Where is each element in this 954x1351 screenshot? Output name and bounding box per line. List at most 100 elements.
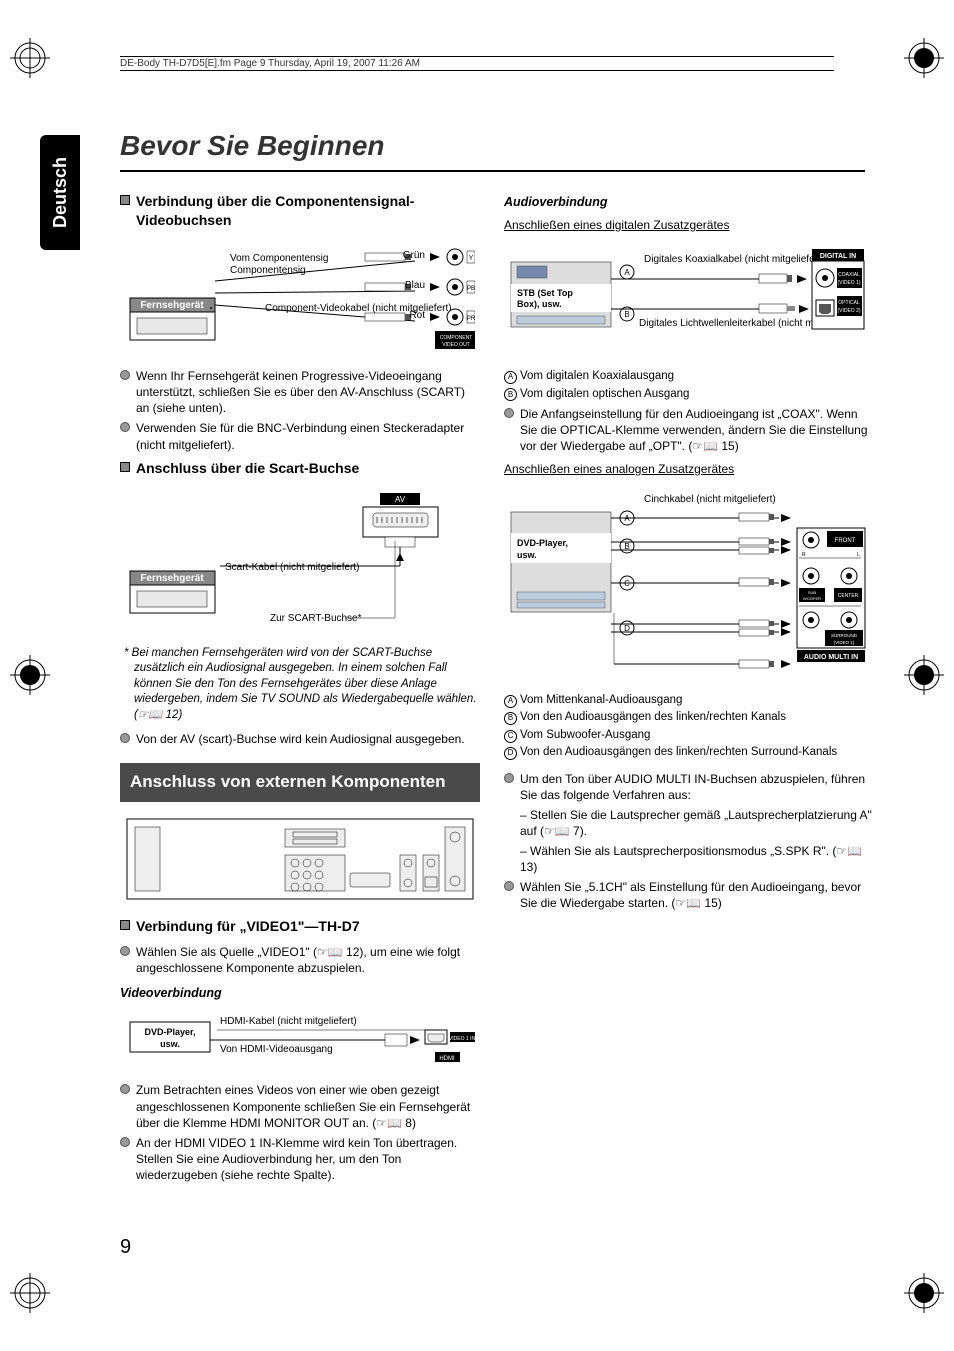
svg-text:Fernsehgerät: Fernsehgerät	[140, 300, 204, 311]
crop-mark	[904, 1273, 944, 1313]
subheading-analog: Anschließen eines analogen Zusatzgerätes	[504, 461, 874, 477]
svg-text:usw.: usw.	[160, 1039, 180, 1049]
bullet-text: Um den Ton über AUDIO MULTI IN-Buchsen a…	[520, 771, 874, 803]
bullet-icon	[120, 946, 130, 956]
subheading-audio: Audioverbindung	[504, 194, 874, 211]
bullet-icon	[120, 1137, 130, 1147]
figure-rear-panel	[120, 812, 480, 907]
bullet-icon	[504, 773, 514, 783]
bullet-icon	[504, 408, 514, 418]
svg-text:DVD-Player,: DVD-Player,	[517, 538, 568, 548]
figure-hdmi: DVD-Player, usw. HDMI-Kabel (nicht mitge…	[120, 1007, 480, 1072]
svg-text:PB: PB	[467, 286, 475, 292]
figure-audio-multi: DVD-Player, usw. Cinchkabel (nicht mitge…	[504, 483, 874, 683]
svg-text:DVD-Player,: DVD-Player,	[144, 1027, 195, 1037]
left-column: Verbindung über die Componentensignal-Vi…	[120, 186, 480, 1188]
circle-a-icon: A	[504, 371, 517, 384]
svg-text:STB (Set Top: STB (Set Top	[517, 288, 573, 298]
crop-mark	[10, 38, 50, 78]
circle-b-icon: B	[504, 388, 517, 401]
svg-text:HDMI-Kabel (nicht mitgeliefert: HDMI-Kabel (nicht mitgeliefert)	[220, 1016, 357, 1027]
legend-text: Von den Audioausgängen des linken/rechte…	[520, 711, 786, 723]
svg-text:Blau: Blau	[405, 280, 425, 291]
legend-text: Vom digitalen optischen Ausgang	[520, 388, 689, 400]
language-tab: Deutsch	[40, 135, 80, 250]
bullet-text: Verwenden Sie für die BNC-Verbindung ein…	[136, 420, 480, 452]
svg-text:Scart-Kabel (nicht mitgeliefer: Scart-Kabel (nicht mitgeliefert)	[225, 562, 360, 573]
svg-text:Grün: Grün	[403, 250, 425, 261]
bullet: Verwenden Sie für die BNC-Verbindung ein…	[120, 420, 480, 452]
right-column: Audioverbindung Anschließen eines digita…	[504, 186, 874, 1188]
svg-text:PR: PR	[467, 316, 475, 322]
svg-text:B: B	[624, 310, 629, 319]
square-bullet-icon	[120, 462, 130, 472]
bullet-text: Wenn Ihr Fernsehgerät keinen Progressive…	[136, 368, 480, 417]
svg-text:OPTICAL: OPTICAL	[838, 300, 860, 306]
crop-mark	[904, 655, 944, 695]
svg-text:COAXIAL: COAXIAL	[838, 272, 860, 278]
heading-text: Verbindung über die Componentensignal-Vi…	[136, 192, 480, 230]
svg-text:WOOFER: WOOFER	[803, 596, 821, 601]
legend-row: AVom digitalen Koaxialausgang	[504, 369, 874, 385]
legend-text: Vom Subwoofer-Ausgang	[520, 729, 650, 741]
circle-d-icon: D	[504, 747, 517, 760]
legend-text: Vom digitalen Koaxialausgang	[520, 370, 674, 382]
legend-row: BVon den Audioausgängen des linken/recht…	[504, 710, 874, 726]
bullet: Wenn Ihr Fernsehgerät keinen Progressive…	[120, 368, 480, 417]
bullet-icon	[120, 422, 130, 432]
bullet-icon	[120, 370, 130, 380]
heading-component-video: Verbindung über die Componentensignal-Vi…	[120, 192, 480, 230]
sub-bullet: – Wählen Sie als Lautsprecherpositionsmo…	[520, 843, 874, 875]
bullet: Die Anfangseinstellung für den Audioeing…	[504, 406, 874, 455]
svg-text:usw.: usw.	[517, 550, 537, 560]
bullet-text: An der HDMI VIDEO 1 IN-Klemme wird kein …	[136, 1135, 480, 1184]
svg-text:HDMI: HDMI	[439, 1056, 455, 1062]
svg-text:Rot: Rot	[409, 310, 425, 321]
svg-text:(VIDEO 2): (VIDEO 2)	[837, 308, 860, 314]
section-band: Anschluss von externen Komponenten	[120, 763, 480, 802]
bullet: Von der AV (scart)-Buchse wird kein Audi…	[120, 731, 480, 747]
svg-text:Fernsehgerät: Fernsehgerät	[140, 573, 204, 584]
bullet: Zum Betrachten eines Videos von einer wi…	[120, 1082, 480, 1131]
svg-text:(VIDEO 1): (VIDEO 1)	[834, 640, 855, 645]
page-title: Bevor Sie Beginnen	[120, 130, 865, 172]
svg-text:VIDEO OUT: VIDEO OUT	[442, 342, 470, 348]
footnote: * Bei manchen Fernsehgeräten wird von de…	[134, 646, 480, 724]
svg-text:COMPONENT: COMPONENT	[440, 335, 473, 341]
svg-text:Von HDMI-Videoausgang: Von HDMI-Videoausgang	[220, 1044, 333, 1055]
bullet-text: Wählen Sie als Quelle „VIDEO1" (☞📖 12), …	[136, 944, 480, 976]
bullet: Wählen Sie „5.1CH" als Einstellung für d…	[504, 879, 874, 911]
bullet-text: Die Anfangseinstellung für den Audioeing…	[520, 406, 874, 455]
svg-text:CENTER: CENTER	[838, 593, 859, 599]
svg-text:VIDEO 1 IN: VIDEO 1 IN	[449, 1036, 475, 1042]
svg-text:Zur SCART-Buchse*: Zur SCART-Buchse*	[270, 613, 362, 624]
svg-text:FRONT: FRONT	[835, 538, 856, 544]
heading-video1: Verbindung für „VIDEO1"—TH-D7	[120, 917, 480, 936]
svg-text:SUB: SUB	[808, 590, 817, 595]
subheading-video: Videoverbindung	[120, 985, 480, 1002]
heading-text: Verbindung für „VIDEO1"—TH-D7	[136, 917, 360, 936]
circle-c-icon: C	[504, 730, 517, 743]
legend-row: AVom Mittenkanal-Audioausgang	[504, 693, 874, 709]
bullet-text: Wählen Sie „5.1CH" als Einstellung für d…	[520, 879, 874, 911]
bullet: Um den Ton über AUDIO MULTI IN-Buchsen a…	[504, 771, 874, 803]
bullet-text: Zum Betrachten eines Videos von einer wi…	[136, 1082, 480, 1131]
square-bullet-icon	[120, 195, 130, 205]
legend-row: BVom digitalen optischen Ausgang	[504, 387, 874, 403]
figure-digital-in: STB (Set Top Box), usw. A Digitales Koax…	[504, 239, 874, 359]
language-tab-label: Deutsch	[50, 157, 71, 228]
crop-mark	[10, 655, 50, 695]
svg-text:(VIDEO 1): (VIDEO 1)	[837, 280, 860, 286]
svg-text:R: R	[802, 552, 806, 558]
svg-text:AV: AV	[395, 495, 406, 504]
crop-mark	[904, 38, 944, 78]
figure-component-video: Fernsehgerät Vom Componentensig Componen…	[120, 238, 480, 358]
svg-text:Y: Y	[469, 255, 474, 262]
page-number: 9	[120, 1236, 131, 1259]
svg-text:Cinchkabel (nicht mitgeliefert: Cinchkabel (nicht mitgeliefert)	[644, 494, 776, 505]
figure-scart: AV Fernsehgerät Scart-Kabel (nicht mitge…	[120, 486, 480, 636]
bullet-text: Von der AV (scart)-Buchse wird kein Audi…	[136, 731, 465, 747]
crop-mark	[10, 1273, 50, 1313]
bullet: An der HDMI VIDEO 1 IN-Klemme wird kein …	[120, 1135, 480, 1184]
svg-text:Componentensig: Componentensig	[230, 265, 306, 276]
